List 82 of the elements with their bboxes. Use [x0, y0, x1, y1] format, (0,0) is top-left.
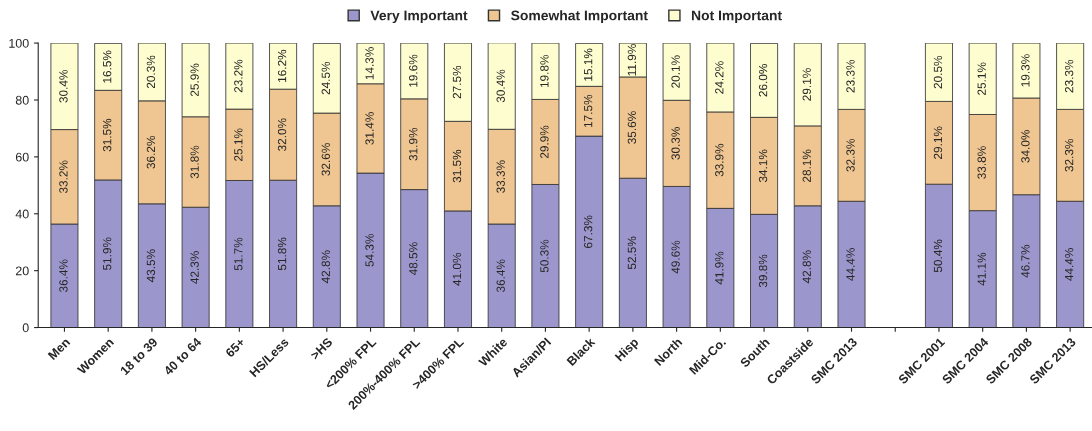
data-label: 20.1% — [671, 55, 680, 88]
data-label: 25.1% — [977, 62, 986, 95]
data-label: 36.2% — [146, 136, 156, 169]
x-tick-label: 65+ — [224, 337, 246, 358]
data-label: 50.4% — [933, 239, 943, 273]
y-tick-label: 0 — [22, 323, 29, 333]
data-label: 20.5% — [933, 55, 943, 89]
data-label: 31.5% — [452, 149, 462, 183]
data-label: 42.3% — [190, 251, 199, 284]
data-label: 51.7% — [234, 237, 243, 271]
data-label: 41.9% — [715, 251, 724, 285]
legend-label: Not Important — [691, 10, 782, 24]
data-label: 19.6% — [409, 54, 418, 87]
y-tick-label: 100 — [9, 38, 29, 48]
y-tick-label: 20 — [15, 266, 29, 276]
data-label: 32.6% — [321, 143, 330, 176]
data-label: 30.4% — [59, 70, 68, 103]
data-label: 36.4% — [496, 259, 505, 293]
data-label: 27.5% — [452, 65, 462, 99]
data-label: 32.0% — [277, 118, 287, 151]
data-label: 31.4% — [365, 112, 374, 145]
data-label: 30.4% — [496, 69, 505, 103]
data-label: 26.0% — [758, 64, 768, 97]
data-label: 42.8% — [321, 250, 330, 284]
data-label: 25.1% — [234, 128, 243, 161]
data-label: 23.3% — [1064, 59, 1074, 93]
data-label: 33.3% — [496, 160, 505, 193]
y-tick-label: 40 — [15, 209, 29, 219]
data-label: 54.3% — [365, 234, 374, 267]
data-label: 46.7% — [1021, 244, 1030, 278]
data-label: 29.1% — [933, 126, 943, 159]
data-label: 35.6% — [627, 111, 637, 144]
data-label: 24.2% — [715, 61, 724, 94]
data-label: 52.5% — [627, 236, 637, 270]
data-label: 24.5% — [321, 61, 330, 95]
y-tick-label: 80 — [15, 95, 29, 105]
data-label: 49.6% — [671, 240, 680, 274]
data-label: 39.8% — [758, 254, 768, 288]
legend-label: Somewhat Important — [511, 10, 648, 24]
data-label: 29.9% — [540, 125, 549, 159]
data-label: 28.1% — [802, 149, 811, 182]
x-tick-label: 40 to 64 — [163, 336, 203, 376]
data-label: 25.9% — [190, 63, 199, 97]
data-label: 31.9% — [409, 127, 418, 161]
data-label: 29.1% — [802, 68, 811, 101]
data-label: 15.1% — [584, 48, 593, 81]
data-label: 33.2% — [59, 160, 68, 194]
data-label: 31.8% — [190, 145, 199, 179]
data-label: 34.0% — [1021, 130, 1030, 163]
data-label: 32.3% — [846, 139, 855, 172]
data-label: 36.4% — [59, 259, 68, 293]
data-label: 44.4% — [1065, 248, 1074, 281]
data-label: 19.8% — [540, 54, 549, 88]
data-label: 33.9% — [715, 143, 724, 177]
data-label: 32.3% — [1064, 139, 1074, 172]
data-label: 48.5% — [409, 242, 418, 276]
data-label: 23.3% — [846, 59, 855, 93]
data-label: 16.5% — [102, 50, 112, 83]
data-label: 31.5% — [102, 118, 112, 152]
data-label: 44.4% — [846, 248, 855, 281]
data-label: 23.2% — [234, 59, 243, 93]
data-label: 17.5% — [584, 94, 593, 128]
data-label: 42.8% — [802, 250, 811, 284]
data-label: 16.2% — [277, 49, 287, 82]
data-label: 43.5% — [146, 249, 156, 283]
data-label: 51.9% — [102, 237, 112, 271]
data-label: 34.1% — [758, 149, 768, 183]
data-label: 11.9% — [627, 44, 637, 76]
data-label: 50.3% — [540, 239, 549, 273]
data-label: 41.0% — [452, 252, 462, 286]
data-label: 20.3% — [146, 55, 156, 89]
x-tick-label: 18 to 39 — [119, 337, 159, 376]
data-label: 51.8% — [277, 237, 287, 271]
data-label: 67.3% — [583, 215, 593, 248]
data-label: 19.3% — [1021, 54, 1030, 87]
y-tick-label: 60 — [15, 152, 29, 162]
x-tick-label: Men — [47, 337, 71, 361]
data-label: 33.8% — [977, 146, 986, 179]
legend-label: Very Important — [370, 10, 468, 24]
data-label: 14.3% — [365, 47, 374, 80]
data-label: 41.1% — [977, 252, 986, 286]
data-label: 30.3% — [671, 127, 680, 160]
